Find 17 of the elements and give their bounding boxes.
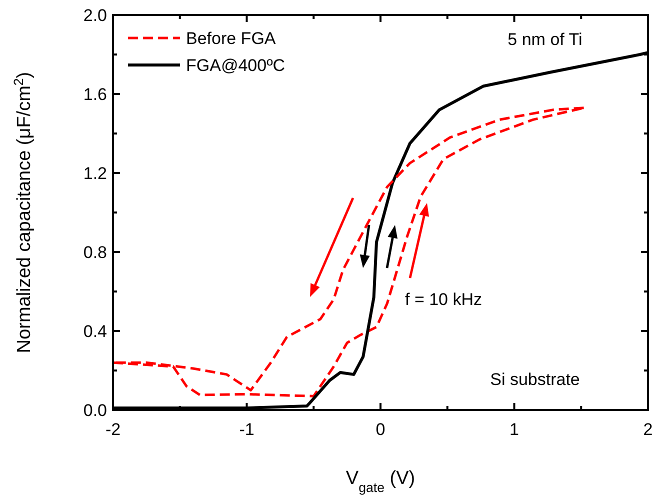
legend-label: FGA@400ºC <box>186 56 286 75</box>
x-tick-label: 2 <box>643 420 653 439</box>
legend-label: Before FGA <box>186 29 276 48</box>
y-tick-label: 0.0 <box>83 401 107 420</box>
x-tick-label: 1 <box>510 420 519 439</box>
annotation: f = 10 kHz <box>405 290 482 309</box>
x-tick-label: -1 <box>239 420 254 439</box>
x-axis-title: V$_{gate}$ (V) <box>346 468 416 494</box>
y-tick-label: 0.4 <box>83 322 107 341</box>
annotation: 5 nm of Ti <box>508 30 582 49</box>
y-tick-label: 1.2 <box>83 164 107 183</box>
y-tick-label: 0.8 <box>83 243 107 262</box>
y-tick-label: 1.6 <box>83 85 107 104</box>
x-tick-label: -2 <box>105 420 121 439</box>
annotation: Si substrate <box>490 370 580 389</box>
x-tick-label: 0 <box>376 420 386 439</box>
y-tick-label: 2.0 <box>83 6 107 25</box>
